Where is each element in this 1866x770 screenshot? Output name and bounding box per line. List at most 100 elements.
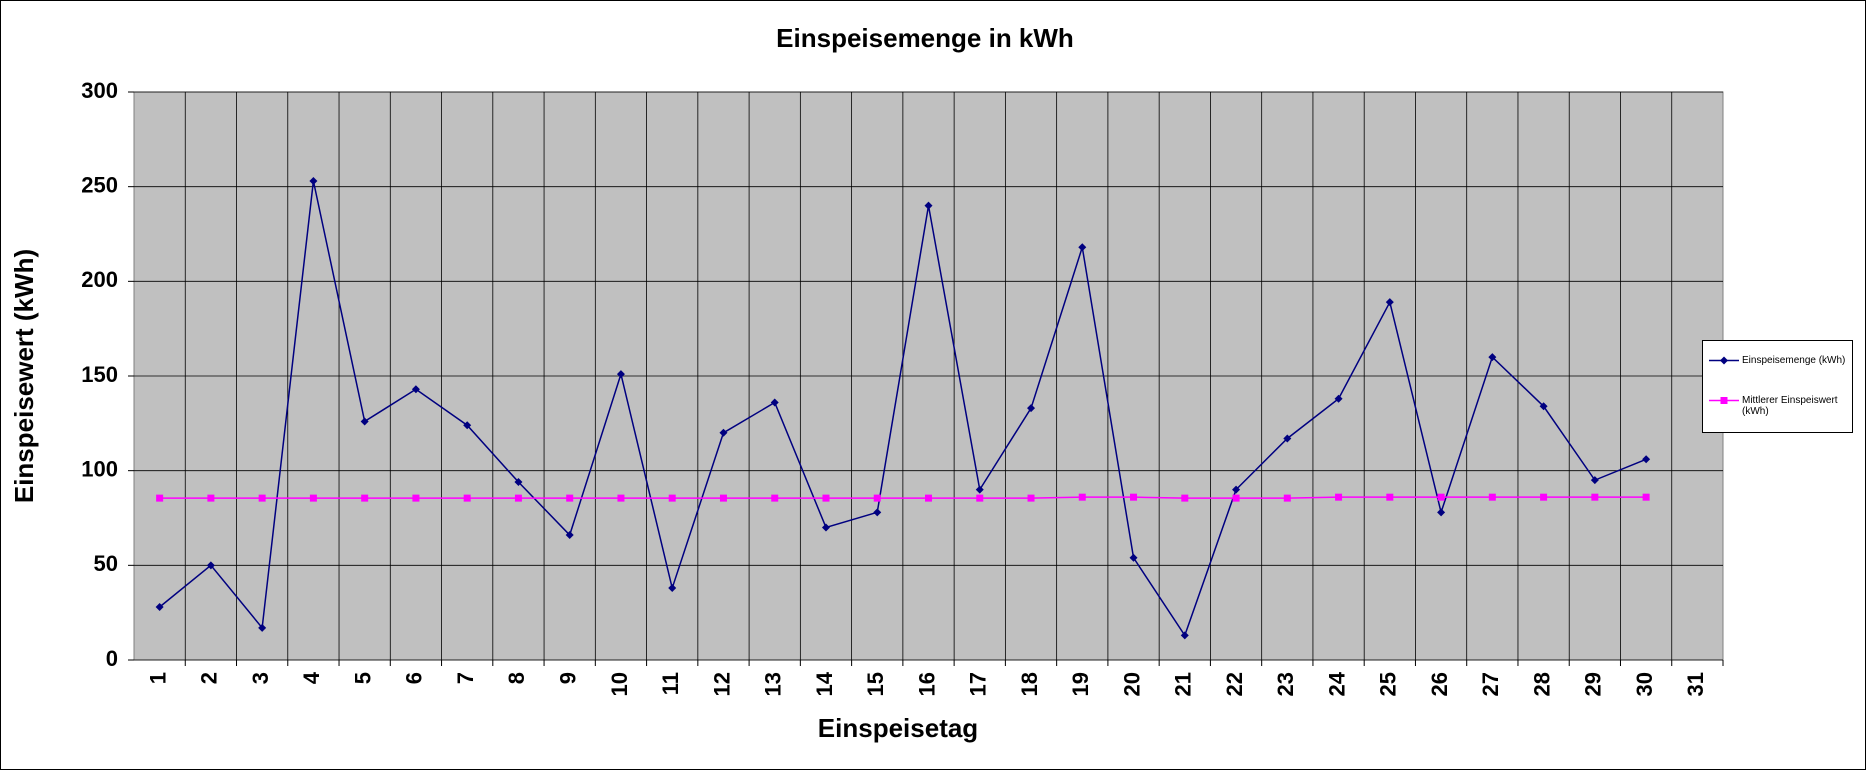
point (976, 494, 984, 502)
point (719, 494, 727, 502)
point (206, 561, 215, 570)
point (1232, 494, 1240, 502)
x-tick-label: 4 (299, 671, 324, 684)
point (1078, 243, 1087, 252)
point (1335, 493, 1343, 501)
point (411, 385, 420, 394)
point (1078, 493, 1086, 501)
point (1590, 476, 1599, 485)
x-tick-label: 3 (248, 672, 273, 684)
x-tick-label: 10 (607, 672, 632, 696)
point (566, 494, 574, 502)
point (1437, 508, 1446, 517)
x-tick-label: 20 (1119, 672, 1144, 696)
x-tick-label: 18 (1017, 672, 1042, 696)
legend-item: Einspeisemenge (kWh) (1709, 355, 1848, 366)
chart-title: Einspeisemenge in kWh (776, 23, 1074, 53)
point (463, 494, 471, 502)
y-tick-label: 150 (81, 362, 118, 387)
point (925, 494, 932, 502)
point (873, 508, 882, 517)
point (156, 494, 164, 502)
point (155, 602, 164, 611)
point (821, 523, 830, 532)
point (1642, 455, 1651, 464)
y-axis-label: Einspeisewert (kWh) (9, 249, 39, 503)
x-tick-label: 2 (197, 672, 222, 684)
x-tick-label: 16 (914, 672, 939, 696)
x-tick-label: 11 (658, 672, 683, 695)
point (668, 494, 676, 502)
point (770, 398, 779, 407)
x-tick-label: 8 (504, 672, 529, 684)
point (771, 494, 779, 502)
x-tick-label: 15 (863, 672, 888, 696)
point (258, 494, 266, 502)
point (1591, 493, 1599, 501)
legend-item: Mittlerer Einspeiswert (kWh) (1709, 395, 1848, 417)
point (309, 176, 318, 185)
series-line (159, 180, 1647, 638)
legend-icon (1709, 356, 1739, 365)
point (1720, 397, 1728, 404)
point (719, 428, 728, 437)
x-axis-label: Einspeisetag (818, 713, 978, 743)
point (924, 201, 933, 210)
x-tick-label: 24 (1324, 671, 1349, 696)
x-tick-label: 9 (556, 672, 581, 684)
legend: Einspeisemenge (kWh) Mittlerer Einspeiswe… (1702, 340, 1853, 433)
y-tick-label: 200 (81, 267, 118, 292)
point (1720, 356, 1728, 365)
point (1027, 494, 1035, 502)
x-tick-label: 6 (402, 672, 427, 684)
x-tick-label: 26 (1427, 672, 1452, 696)
point (1642, 493, 1650, 501)
legend-icon (1709, 397, 1739, 404)
point (1386, 493, 1394, 501)
point (514, 494, 522, 502)
point (617, 494, 625, 502)
point (975, 485, 984, 494)
point (1129, 553, 1138, 562)
point (1539, 402, 1548, 411)
x-tick-label: 14 (812, 671, 837, 696)
x-tick-label: 12 (709, 672, 734, 696)
point (1437, 493, 1445, 501)
y-tick-label: 50 (94, 551, 118, 576)
point (1283, 494, 1291, 502)
point (873, 494, 881, 502)
point (1232, 485, 1241, 494)
y-tick-label: 0 (106, 646, 118, 671)
x-tick-label: 7 (453, 672, 478, 684)
point (1334, 394, 1343, 403)
x-tick-label: 22 (1222, 672, 1247, 696)
legend-label: Einspeisemenge (kWh) (1742, 355, 1846, 366)
legend-label: Mittlerer Einspeiswert (kWh) (1742, 395, 1838, 417)
x-tick-label: 27 (1478, 672, 1503, 696)
point (1283, 434, 1292, 443)
x-tick-label: 31 (1683, 672, 1708, 696)
series-line (159, 496, 1647, 499)
x-tick-label: 23 (1273, 672, 1298, 696)
point (1180, 631, 1189, 640)
y-tick-label: 300 (81, 78, 118, 103)
point (361, 494, 369, 502)
point (463, 421, 472, 430)
point (514, 478, 523, 487)
point (1027, 404, 1036, 413)
x-tick-label: 19 (1068, 672, 1093, 696)
x-tick-label: 30 (1632, 672, 1657, 696)
y-tick-label: 100 (81, 456, 118, 481)
point (309, 494, 317, 502)
y-tick-label: 250 (81, 172, 118, 197)
point (1540, 493, 1548, 501)
point (616, 370, 625, 379)
point (1488, 493, 1496, 501)
point (668, 584, 677, 593)
point (822, 494, 830, 502)
x-tick-label: 13 (761, 672, 786, 696)
point (360, 417, 369, 426)
x-tick-label: 17 (966, 672, 991, 696)
